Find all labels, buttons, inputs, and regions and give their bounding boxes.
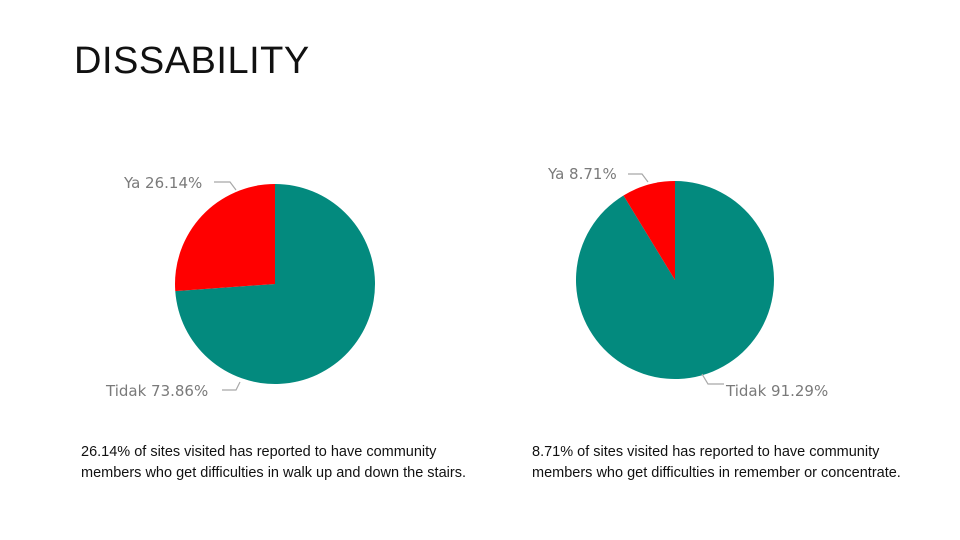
pie-slice-ya: [175, 184, 275, 292]
pie-slices: [175, 184, 376, 384]
leader-line-tidak: [222, 381, 241, 391]
slice-label-ya: Ya 26.14%: [123, 174, 202, 192]
pie-chart-memory: Ya 8.71% Tidak 91.29%: [547, 165, 828, 400]
pie-slices: [575, 181, 774, 379]
pie-chart-stairs: Ya 26.14% Tidak 73.86%: [105, 174, 376, 400]
slice-label-ya: Ya 8.71%: [547, 165, 617, 183]
leader-line-tidak: [701, 373, 724, 385]
leader-line-ya: [628, 173, 649, 183]
caption-stairs: 26.14% of sites visited has reported to …: [81, 444, 466, 481]
pie-slice-ya: [623, 181, 675, 280]
pie-slice-tidak: [175, 184, 376, 384]
leader-line-ya: [214, 181, 237, 191]
slice-label-tidak: Tidak 73.86%: [105, 382, 208, 400]
pie-slice-tidak: [575, 181, 774, 379]
slide-title: DISSABILITY: [74, 40, 310, 82]
slice-label-tidak: Tidak 91.29%: [725, 382, 828, 400]
caption-memory: 8.71% of sites visited has reported to h…: [532, 444, 901, 481]
